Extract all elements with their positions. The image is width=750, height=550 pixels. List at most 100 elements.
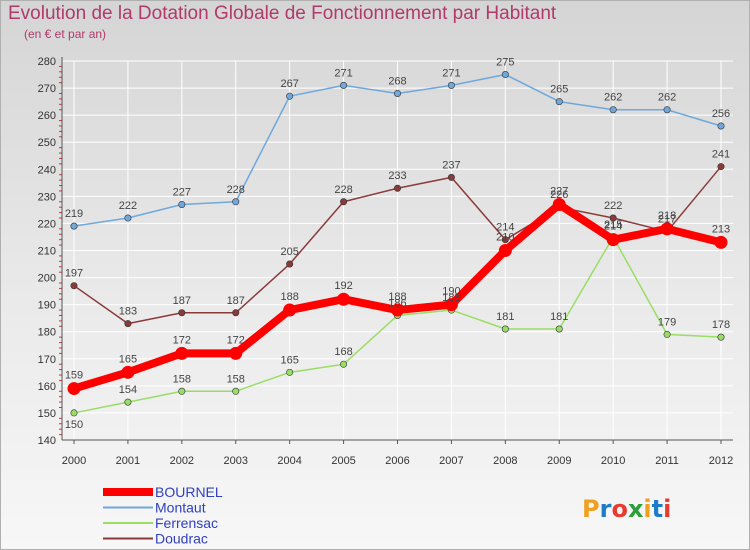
data-point-montaut: [663, 106, 671, 114]
data-label-ferrensac: 178: [712, 319, 730, 331]
y-tick-label: 230: [38, 191, 56, 203]
data-label-bournel: 210: [496, 232, 514, 244]
data-label-bournel: 192: [334, 280, 352, 292]
data-point-montaut: [717, 122, 725, 130]
data-point-montaut: [393, 89, 401, 97]
y-tick-label: 140: [38, 435, 56, 447]
data-label-ferrensac: 150: [65, 419, 83, 431]
data-label-ferrensac: 154: [119, 384, 137, 396]
data-point-montaut: [501, 71, 509, 79]
legend-label-bournel: BOURNEL: [155, 484, 223, 500]
data-point-bournel: [606, 233, 620, 247]
data-point-bournel: [391, 303, 404, 317]
data-label-ferrensac: 181: [550, 311, 568, 323]
data-point-bournel: [229, 346, 243, 360]
data-label-montaut: 265: [550, 84, 568, 96]
data-point-doudrac: [124, 320, 132, 328]
data-point-montaut: [178, 200, 186, 208]
data-label-ferrensac: 188: [442, 292, 460, 304]
data-label-montaut: 219: [65, 208, 83, 220]
data-label-doudrac: 222: [604, 200, 622, 212]
data-label-montaut: 267: [280, 78, 298, 90]
x-tick-label: 2000: [62, 455, 86, 467]
legend-label-ferrensac: Ferrensac: [155, 515, 218, 531]
data-point-doudrac: [178, 309, 186, 317]
data-point-bournel: [337, 292, 351, 306]
data-point-doudrac: [232, 309, 240, 317]
data-point-doudrac: [70, 282, 78, 290]
y-tick-label: 160: [38, 381, 56, 393]
x-tick-label: 2002: [170, 455, 194, 467]
data-label-doudrac: 217: [658, 214, 676, 226]
chart-title: Evolution de la Dotation Globale de Fonc…: [8, 3, 557, 24]
x-tick-label: 2006: [385, 455, 409, 467]
data-point-doudrac: [393, 184, 401, 192]
data-label-bournel: 172: [227, 334, 245, 346]
data-point-doudrac: [447, 173, 455, 181]
y-tick-label: 240: [38, 164, 56, 176]
data-label-bournel: 188: [280, 291, 298, 303]
x-tick-label: 2005: [331, 455, 355, 467]
data-label-bournel: 214: [604, 221, 622, 233]
data-label-montaut: 262: [658, 92, 676, 104]
data-point-bournel: [498, 244, 512, 257]
logo-text: Proxiti: [582, 495, 671, 523]
data-point-montaut: [124, 214, 132, 222]
data-label-doudrac: 187: [227, 295, 245, 307]
legend-label-doudrac: Doudrac: [155, 531, 208, 547]
data-label-montaut: 262: [604, 92, 622, 104]
data-point-doudrac: [717, 163, 725, 171]
data-point-montaut: [555, 98, 563, 106]
x-tick-label: 2012: [709, 455, 733, 467]
data-label-doudrac: 241: [712, 149, 730, 161]
y-tick-label: 270: [38, 83, 56, 95]
data-label-ferrensac: 158: [173, 373, 191, 385]
data-point-doudrac: [286, 260, 294, 268]
data-label-doudrac: 228: [334, 184, 352, 196]
data-point-bournel: [714, 235, 728, 249]
chart-subtitle: (en € et par an): [24, 27, 107, 41]
data-label-ferrensac: 165: [280, 354, 298, 366]
data-label-ferrensac: 186: [388, 297, 406, 309]
axes: 140 150 160 170 180 190 200 210 220 230 240 250 260 2…: [38, 56, 734, 467]
data-label-doudrac: 205: [280, 246, 298, 258]
data-label-doudrac: 237: [442, 159, 460, 171]
y-tick-label: 170: [38, 354, 56, 366]
y-tick-label: 280: [38, 56, 56, 68]
x-tick-label: 2003: [224, 455, 248, 467]
data-label-doudrac: 197: [65, 268, 83, 280]
data-label-montaut: 271: [442, 67, 460, 79]
data-point-doudrac: [340, 198, 348, 206]
x-tick-label: 2007: [439, 455, 463, 467]
data-label-doudrac: 183: [119, 306, 137, 318]
data-label-montaut: 271: [334, 67, 352, 79]
data-label-doudrac: 214: [496, 222, 514, 234]
data-label-montaut: 228: [227, 184, 245, 196]
x-tick-label: 2010: [601, 455, 625, 467]
data-point-ferrensac: [555, 325, 563, 333]
y-tick-label: 250: [38, 137, 56, 149]
data-label-bournel: 172: [173, 334, 191, 346]
data-point-bournel: [67, 382, 81, 396]
proxiti-logo: Proxiti: [582, 495, 671, 523]
data-point-ferrensac: [178, 387, 186, 395]
data-point-ferrensac: [286, 368, 294, 376]
y-tick-label: 260: [38, 110, 56, 122]
data-point-ferrensac: [124, 398, 132, 406]
data-label-bournel: 188: [388, 291, 406, 303]
data-label-ferrensac: 179: [658, 316, 676, 328]
data-label-bournel: 227: [550, 185, 568, 197]
data-point-doudrac: [609, 214, 617, 222]
data-label-bournel: 159: [65, 370, 83, 382]
grid-lines: [62, 60, 733, 441]
data-point-ferrensac: [232, 387, 240, 395]
value-labels: 219 222 227 228 267 271 268 271 275 265 262 262 256 1…: [65, 57, 730, 431]
data-label-montaut: 268: [388, 75, 406, 87]
data-point-ferrensac: [717, 333, 725, 341]
data-point-bournel: [660, 222, 674, 236]
data-label-bournel: 218: [658, 210, 676, 222]
data-point-bournel: [444, 298, 458, 312]
